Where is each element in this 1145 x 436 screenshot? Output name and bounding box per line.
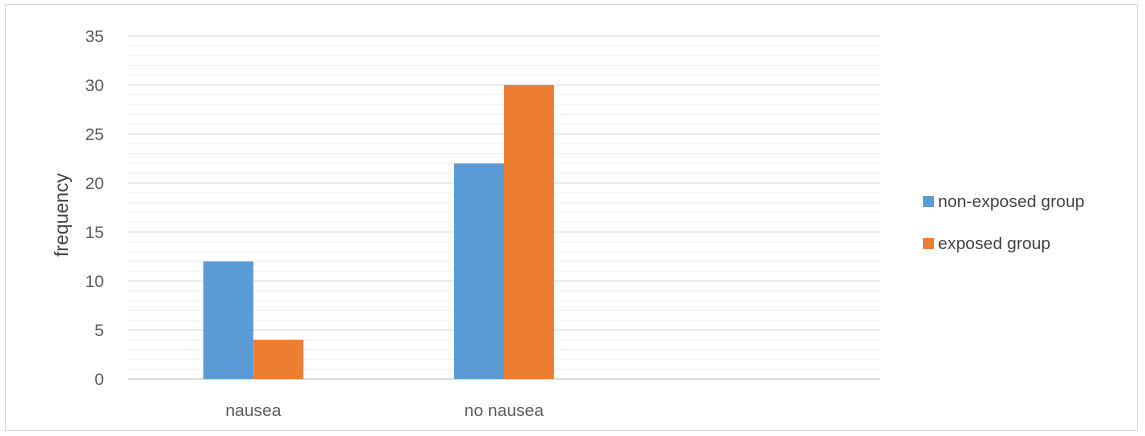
legend-label: exposed group — [938, 234, 1050, 253]
y-tick-label: 20 — [85, 174, 104, 193]
legend: non-exposed group exposed group — [923, 192, 1085, 253]
legend-swatch — [923, 196, 934, 207]
x-tick-labels: nausea no nausea — [225, 401, 544, 420]
y-tick-label: 30 — [85, 76, 104, 95]
bar-non-exposed-1 — [454, 163, 504, 379]
y-tick-labels: 0 5 10 15 20 25 30 35 — [85, 27, 104, 389]
bar-exposed-1 — [504, 85, 554, 379]
x-tick-label: no nausea — [464, 401, 544, 420]
legend-swatch — [923, 238, 934, 249]
y-tick-label: 15 — [85, 223, 104, 242]
bar-exposed-0 — [253, 339, 304, 379]
y-tick-label: 5 — [95, 321, 104, 340]
legend-label: non-exposed group — [938, 192, 1085, 211]
y-tick-label: 25 — [85, 125, 104, 144]
x-tick-label: nausea — [225, 401, 281, 420]
bar-non-exposed-0 — [203, 261, 254, 379]
y-tick-label: 35 — [85, 27, 104, 46]
bars-layer — [203, 85, 554, 379]
y-tick-label: 10 — [85, 272, 104, 291]
y-tick-label: 0 — [95, 370, 104, 389]
y-axis-title: frequency — [52, 173, 73, 257]
